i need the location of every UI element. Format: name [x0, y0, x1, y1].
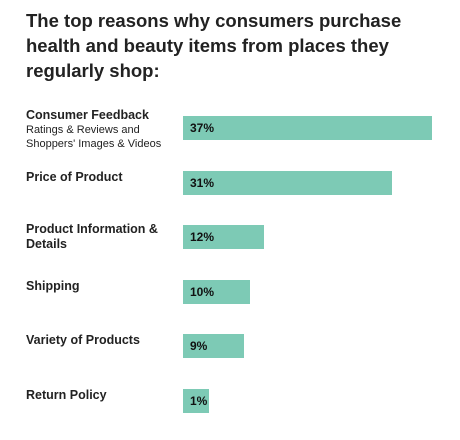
category-label: Price of Product: [26, 170, 123, 184]
bar: [183, 280, 250, 304]
bar-value-label: 37%: [190, 121, 215, 135]
category-sublabel: Ratings & Reviews and Shoppers' Images &…: [26, 124, 162, 150]
category-label: Consumer Feedback: [26, 108, 149, 122]
category-label: Product Information & Details: [26, 222, 158, 251]
bar-value-label: 9%: [190, 339, 208, 353]
category-label: Variety of Products: [26, 333, 140, 347]
category-label: Shipping: [26, 279, 80, 293]
bar-value-label: 12%: [190, 230, 215, 244]
bar-value-label: 10%: [190, 285, 215, 299]
bar-value-label: 1%: [190, 394, 208, 408]
bar: [183, 225, 264, 249]
chart-title: The top reasons why consumers purchase h…: [26, 10, 402, 81]
bar: [183, 334, 244, 358]
bar: [183, 116, 432, 140]
bar-value-label: 31%: [190, 176, 215, 190]
category-label: Return Policy: [26, 388, 107, 402]
bar: [183, 389, 209, 413]
bar: [183, 171, 392, 195]
